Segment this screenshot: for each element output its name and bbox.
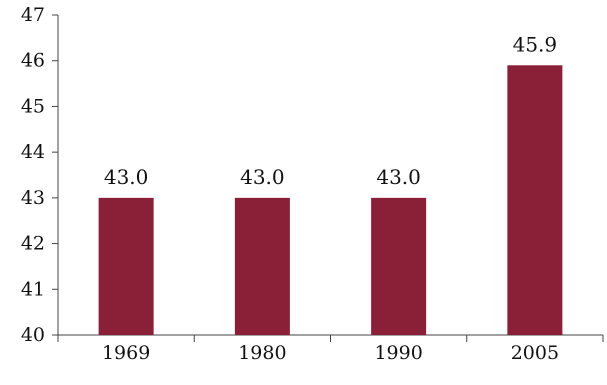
y-tick-label: 46 (21, 50, 45, 72)
bar-1969 (98, 197, 154, 335)
y-tick-label: 41 (21, 278, 45, 300)
bar-1990 (371, 197, 427, 335)
data-label: 45.9 (513, 32, 558, 56)
x-tick-label: 1990 (374, 342, 422, 364)
y-tick-label: 47 (21, 4, 45, 26)
x-tick-label: 1969 (102, 342, 150, 364)
data-label: 43.0 (104, 165, 149, 189)
bars (98, 65, 563, 336)
y-axis: 40 41 42 43 44 45 46 47 (21, 4, 59, 346)
y-tick-label: 44 (21, 141, 45, 163)
y-tick-label: 45 (21, 95, 45, 117)
bar-2005 (507, 65, 563, 336)
data-label: 43.0 (240, 165, 285, 189)
data-label: 43.0 (376, 165, 421, 189)
y-tick-label: 40 (21, 324, 45, 346)
bar-1980 (234, 197, 290, 335)
x-tick-label: 1980 (238, 342, 286, 364)
y-tick-label: 42 (21, 233, 45, 255)
y-tick-label: 43 (21, 187, 45, 209)
data-labels: 43.0 43.0 43.0 45.9 (104, 32, 557, 189)
x-tick-label: 2005 (511, 342, 559, 364)
x-axis: 1969 1980 1990 2005 (57, 334, 604, 364)
